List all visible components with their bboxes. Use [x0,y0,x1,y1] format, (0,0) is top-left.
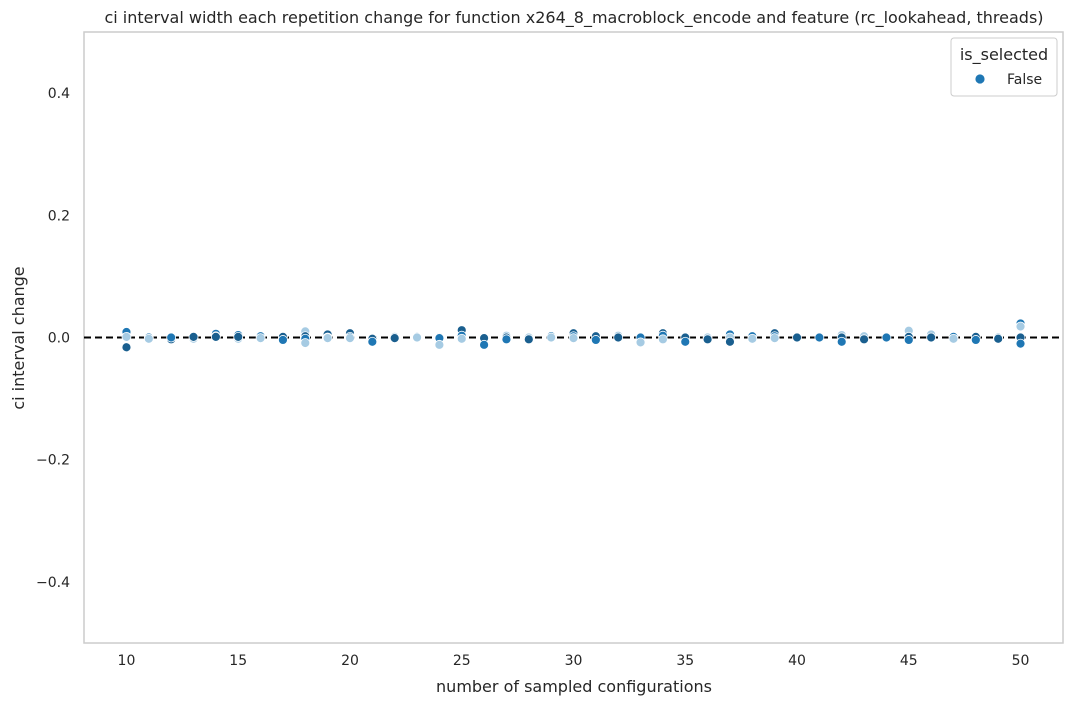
data-point [590,335,601,345]
x-axis-ticks: 10 15 20 25 30 35 40 45 50 [118,653,1030,669]
data-point [278,335,288,345]
data-point [412,332,422,343]
data-point [792,332,802,343]
data-point [143,333,154,344]
x-tick-label: 35 [676,653,694,669]
x-tick-label: 40 [788,653,806,669]
data-point [255,333,266,344]
y-axis-ticks: −0.4 −0.2 0.0 0.2 0.4 [36,86,70,591]
data-point [926,332,937,343]
data-point [769,333,780,344]
data-point [345,333,355,344]
data-point [725,336,735,347]
data-point [546,332,557,343]
x-tick-label: 20 [341,653,359,669]
data-point [613,332,624,343]
data-point [121,331,132,342]
x-tick-label: 10 [118,653,136,669]
data-point [300,338,311,348]
data-point [993,333,1004,344]
data-point [859,334,869,345]
y-tick-label: −0.4 [36,575,70,591]
legend-marker [974,73,986,85]
data-point [1015,338,1026,349]
data-point [970,335,981,345]
x-tick-label: 15 [229,653,247,669]
data-point [501,334,512,345]
data-point [188,331,199,342]
data-point [836,336,847,347]
legend-entry-label: False [1007,72,1042,88]
x-tick-label: 25 [453,653,471,669]
scatter-points [121,318,1026,353]
data-point [903,335,914,345]
legend-title: is_selected [960,45,1048,65]
data-point [434,339,445,350]
y-tick-label: 0.2 [48,208,70,224]
data-point [680,336,691,347]
data-point [747,333,758,344]
data-point [233,331,244,342]
data-point [121,342,132,353]
data-point [367,336,378,347]
data-point [456,333,467,344]
data-point [948,333,959,344]
y-axis-label: ci interval change [9,266,28,409]
data-point [635,337,646,348]
data-point [322,333,333,344]
data-point [210,331,221,342]
data-point [881,332,892,343]
data-point [814,332,825,343]
y-tick-label: 0.4 [48,86,70,102]
y-tick-label: 0.0 [48,331,70,347]
data-point [658,334,668,345]
x-tick-label: 50 [1012,653,1030,669]
data-point [523,334,534,345]
data-point [166,332,177,343]
data-point [1015,321,1026,332]
data-point [702,334,713,345]
x-tick-label: 30 [565,653,583,669]
data-point [389,333,400,344]
chart-title: ci interval width each repetition change… [104,8,1043,28]
y-tick-label: −0.2 [36,453,70,469]
data-point [568,333,579,344]
legend: is_selected False [950,37,1058,97]
x-axis-label: number of sampled configurations [436,677,712,696]
x-tick-label: 45 [900,653,918,669]
data-point [479,339,489,350]
